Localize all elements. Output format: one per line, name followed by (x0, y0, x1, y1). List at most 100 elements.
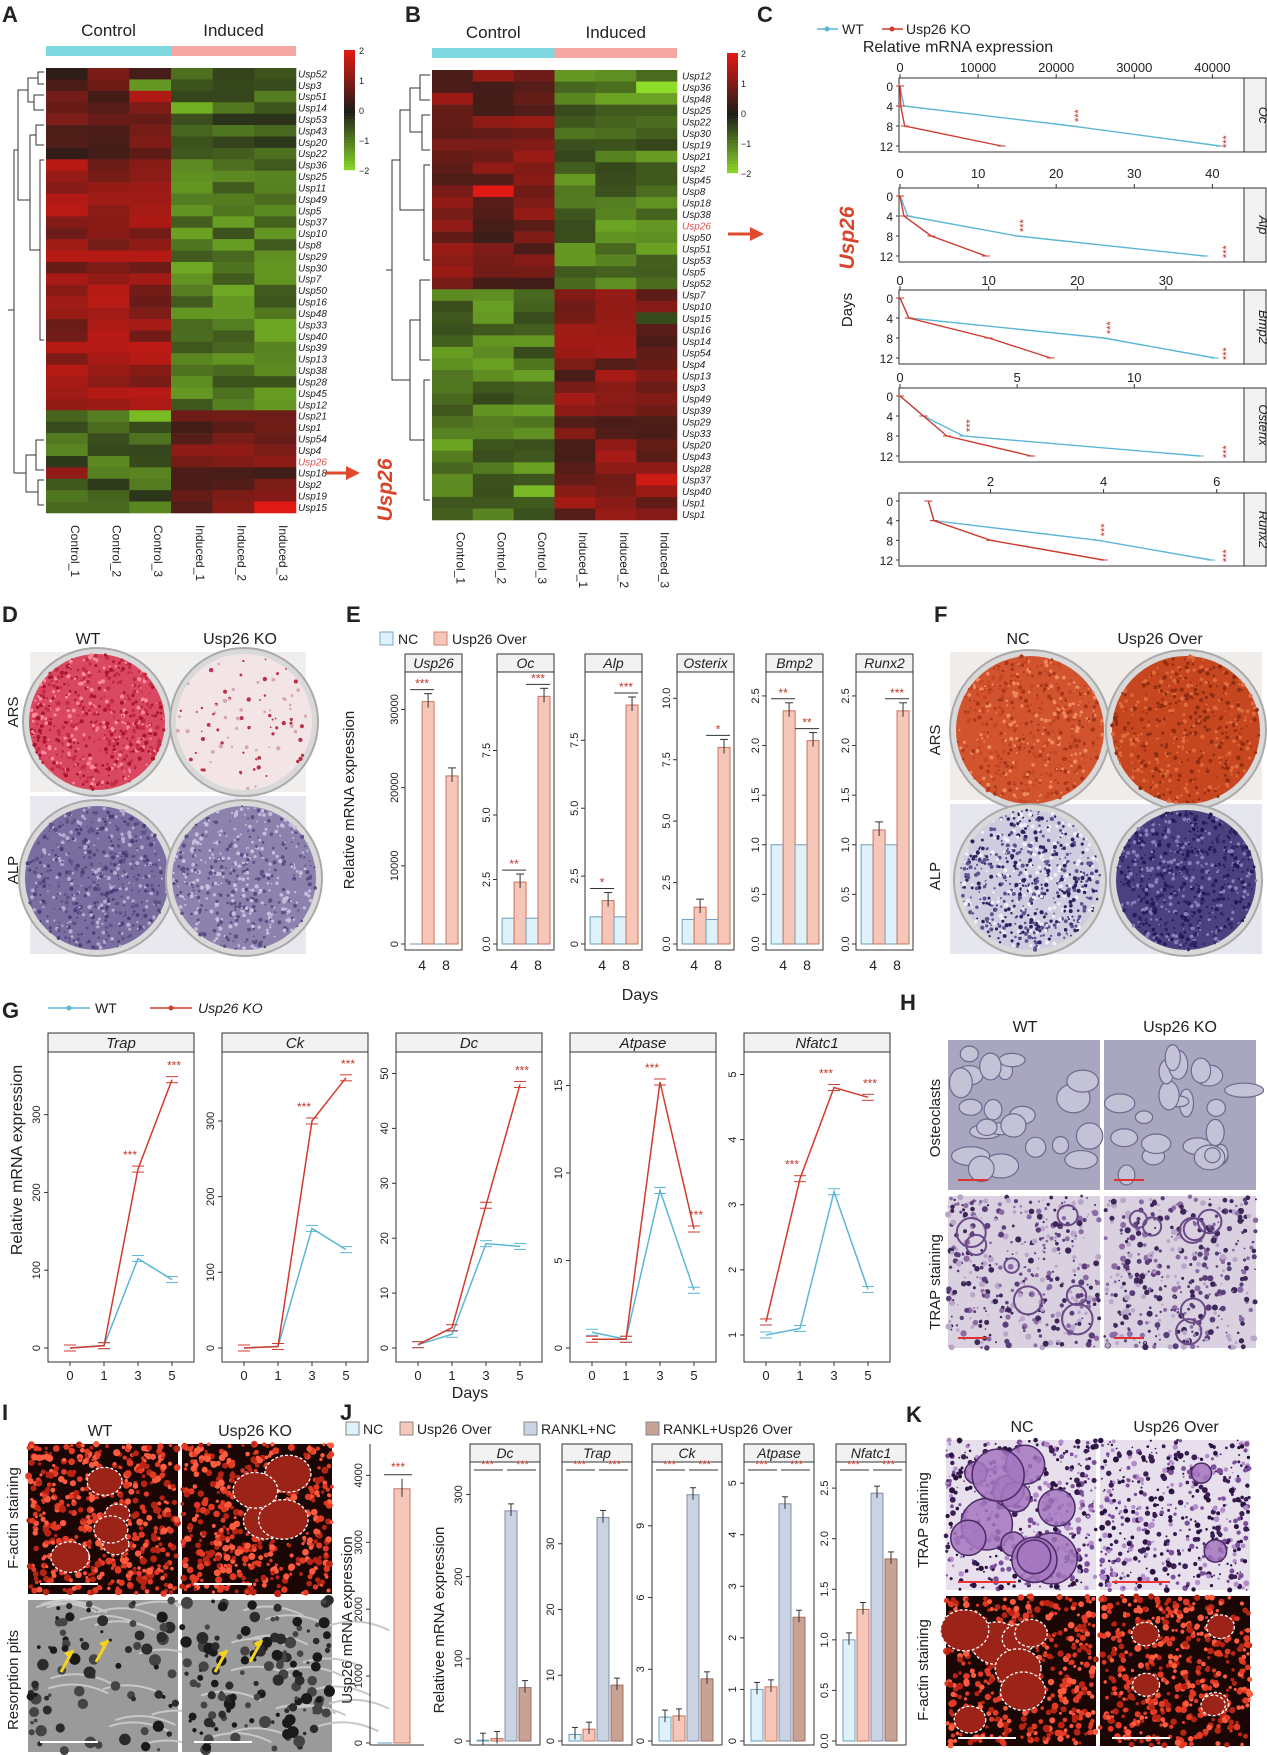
texture-dot (127, 818, 131, 821)
texture-dot (1142, 759, 1145, 762)
texture-dot (193, 868, 197, 872)
texture-dot (194, 927, 198, 931)
texture-dot (1200, 734, 1205, 739)
texture-dot (122, 775, 125, 779)
gene-label: Usp37 (298, 218, 327, 229)
texture-dot (1052, 663, 1056, 666)
texture-dot (1123, 846, 1127, 850)
texture-dot (1167, 938, 1171, 942)
heat-cell (254, 113, 297, 126)
texture-dot (1242, 905, 1246, 909)
texture-dot (1155, 737, 1158, 740)
tick-label: 0 (569, 941, 581, 947)
texture-dot (1000, 905, 1003, 908)
heat-cell (636, 404, 678, 417)
texture-dot (1220, 731, 1224, 735)
texture-dot (1013, 744, 1017, 748)
gene-label: Usp49 (682, 395, 711, 406)
heat-cell (554, 381, 596, 394)
texture-dot (1010, 814, 1014, 818)
texture-dot (264, 810, 267, 813)
texture-dot (1076, 688, 1078, 691)
heat-cell (171, 330, 213, 343)
scale-step (727, 122, 738, 126)
texture-dot (38, 757, 42, 760)
heat-cell (87, 490, 130, 502)
texture-dot (967, 693, 972, 697)
texture-dot (1225, 754, 1228, 757)
heat-cell (595, 485, 637, 498)
texture-dot (1144, 891, 1149, 897)
texture-dot (1007, 833, 1011, 837)
texture-dot (136, 927, 139, 930)
texture-dot (978, 695, 981, 698)
texture-dot (46, 915, 49, 918)
heat-cell (595, 127, 637, 140)
series-ko (899, 297, 1051, 359)
texture-dot (173, 859, 176, 862)
well-inner (176, 654, 312, 790)
heat-cell (513, 370, 555, 382)
texture-dot (1011, 848, 1014, 851)
texture-dot (1245, 908, 1248, 911)
texture-dot (1053, 750, 1058, 755)
heat-cell (472, 208, 514, 221)
texture-dot (1074, 895, 1079, 900)
texture-dot (1035, 664, 1039, 668)
texture-dot (1049, 919, 1053, 923)
texture-dot (978, 857, 981, 861)
texture-dot (1184, 665, 1189, 670)
texture-dot (307, 894, 311, 898)
texture-dot (1035, 907, 1038, 909)
gene-label: Usp36 (682, 83, 711, 94)
texture-dot (1036, 688, 1039, 691)
texture-dot (1152, 932, 1156, 936)
texture-dot (1016, 822, 1020, 826)
texture-dot (1074, 743, 1079, 748)
texture-dot (1045, 923, 1049, 927)
texture-dot (74, 690, 78, 694)
texture-dot (1028, 889, 1033, 893)
texture-dot (269, 918, 272, 921)
texture-dot (263, 820, 266, 823)
dendro-branch (27, 77, 38, 103)
dendro-branch (39, 159, 44, 341)
heat-cell (129, 159, 172, 171)
texture-dot (68, 689, 72, 693)
texture-dot (84, 865, 88, 869)
texture-dot (1197, 770, 1200, 773)
texture-dot (1005, 723, 1009, 727)
texture-dot (81, 783, 85, 786)
texture-dot (1026, 788, 1031, 793)
texture-dot (966, 867, 969, 870)
scale-step (344, 164, 355, 168)
heat-cell (212, 296, 255, 308)
texture-dot (289, 724, 294, 729)
heat-cell (87, 102, 130, 114)
texture-dot (1065, 852, 1069, 856)
gene-label: Usp4 (298, 446, 322, 457)
texture-dot (977, 745, 982, 750)
texture-dot (289, 717, 293, 722)
texture-dot (1038, 711, 1042, 715)
texture-dot (1205, 728, 1210, 732)
texture-dot (1027, 902, 1031, 906)
texture-dot (73, 698, 77, 702)
texture-dot (1136, 883, 1139, 887)
texture-dot (277, 901, 281, 904)
texture-dot (1060, 889, 1064, 893)
texture-dot (1033, 932, 1036, 935)
texture-dot (980, 860, 985, 864)
texture-dot (282, 911, 286, 915)
texture-dot (1205, 822, 1208, 825)
heat-cell (46, 364, 88, 377)
scale-step (344, 65, 355, 69)
texture-dot (250, 815, 255, 820)
texture-dot (144, 829, 147, 832)
texture-dot (1066, 770, 1070, 774)
texture-dot (57, 928, 61, 933)
texture-dot (75, 891, 80, 896)
texture-dot (1139, 879, 1144, 883)
